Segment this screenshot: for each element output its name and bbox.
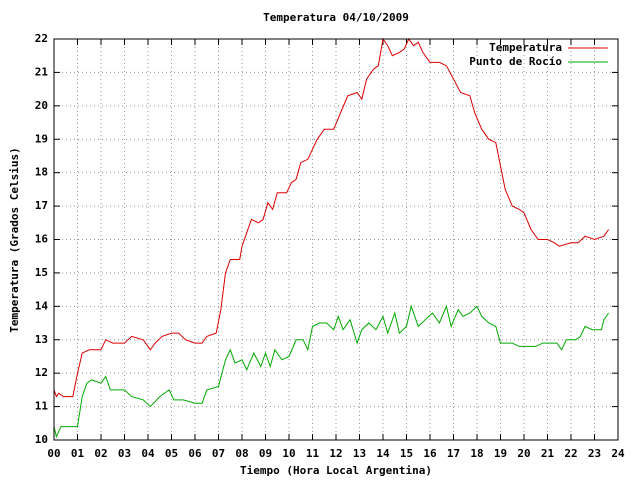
x-tick-label: 09 [259, 447, 272, 460]
x-tick-label: 23 [588, 447, 601, 460]
x-tick-label: 19 [494, 447, 507, 460]
x-tick-label: 21 [541, 447, 555, 460]
x-tick-label: 20 [517, 447, 530, 460]
y-tick-label: 21 [35, 65, 49, 78]
x-tick-label: 01 [71, 447, 85, 460]
y-tick-label: 19 [35, 132, 48, 145]
data-line [53, 37, 610, 398]
y-tick-label: 12 [35, 366, 48, 379]
x-tick-label: 18 [470, 447, 483, 460]
x-tick-label: 17 [447, 447, 460, 460]
y-tick-label: 13 [35, 333, 48, 346]
y-tick-label: 11 [35, 400, 49, 413]
x-tick-label: 10 [282, 447, 295, 460]
x-tick-label: 12 [329, 447, 342, 460]
y-tick-label: 18 [35, 166, 48, 179]
x-tick-label: 14 [376, 447, 390, 460]
y-tick-label: 22 [35, 32, 48, 45]
x-tick-label: 02 [94, 447, 107, 460]
legend-label: Punto de Rocío [469, 55, 562, 68]
y-tick-label: 15 [35, 266, 48, 279]
x-tick-label: 16 [423, 447, 437, 460]
x-tick-label: 15 [400, 447, 413, 460]
x-tick-label: 05 [165, 447, 178, 460]
y-tick-label: 16 [35, 233, 49, 246]
x-tick-label: 00 [47, 447, 60, 460]
y-axis-label: Temperatura (Grados Celsius) [8, 147, 21, 332]
x-tick-label: 22 [564, 447, 577, 460]
plot-frame [53, 38, 619, 441]
x-tick-label: 06 [188, 447, 202, 460]
y-tick-label: 10 [35, 433, 48, 446]
x-tick-label: 13 [353, 447, 366, 460]
x-tick-label: 11 [306, 447, 320, 460]
y-tick-label: 17 [35, 199, 48, 212]
x-tick-label: 04 [141, 447, 155, 460]
y-tick-label: 20 [35, 99, 48, 112]
chart-title: Temperatura 04/10/2009 [263, 11, 409, 24]
x-tick-label: 07 [212, 447, 225, 460]
legend-label: Temperatura [489, 41, 562, 54]
x-axis-label: Tiempo (Hora Local Argentina) [240, 464, 432, 477]
x-tick-label: 03 [118, 447, 131, 460]
x-tick-label: 08 [235, 447, 248, 460]
y-tick-label: 14 [35, 299, 49, 312]
x-tick-label: 24 [611, 447, 625, 460]
data-line [53, 304, 610, 439]
